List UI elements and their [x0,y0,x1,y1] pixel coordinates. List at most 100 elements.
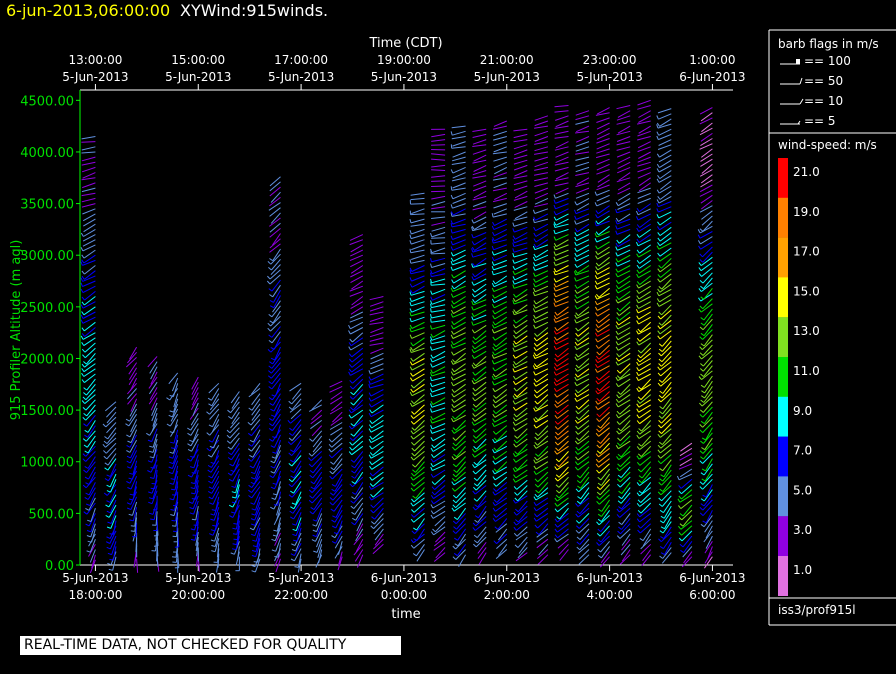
wind-barb [658,139,672,146]
wind-barb [82,275,96,282]
wind-barb [575,125,590,133]
wind-barb-flag [450,131,453,136]
wind-barb [129,408,138,422]
wind-barb-flag [700,296,705,300]
wind-barb [473,345,487,354]
wind-barb [255,527,261,542]
wind-barb-flag [370,504,374,509]
wind-barb [191,376,199,390]
wind-barb [332,468,343,480]
wind-barb [534,259,549,267]
wind-barb [577,337,590,346]
wind-barb-flag [660,474,665,478]
wind-barb-flag [617,391,621,395]
wind-barb-flag [471,300,474,305]
wind-barb-flag [269,475,274,479]
wind-barb [151,428,158,442]
wind-barb-flag [615,268,619,273]
wind-barb-flag [494,526,499,530]
wind-barb-flag [636,376,639,381]
wind-barb [620,492,631,504]
wind-barb [351,352,364,363]
wind-barb [536,502,549,512]
wind-barb [640,347,652,359]
wind-barb [105,416,117,428]
wind-barb [536,337,549,347]
wind-barb [432,469,446,478]
wind-barb [682,504,693,517]
wind-barb [658,211,672,219]
wind-barb-flag [514,451,518,455]
wind-barb-flag [699,429,704,433]
wind-barb-flag [451,487,456,492]
wind-barb-flag [659,478,664,482]
wind-barb [660,454,672,465]
wind-barb [455,513,466,525]
wind-barb [173,429,179,444]
wind-barb [658,113,672,120]
wind-barb [431,153,446,156]
wind-barb-flag [615,445,619,449]
wind-barb-flag [410,518,415,523]
wind-barb [251,439,261,452]
wind-barb [598,535,610,546]
wind-barb [88,471,96,485]
wind-barb [641,420,652,432]
wind-barb-flag [635,216,639,221]
wind-barb [662,521,672,534]
wind-barb-flag [575,337,579,342]
wind-barb [472,175,487,179]
wind-barb-flag [658,322,663,326]
wind-barb [534,290,549,297]
wind-barb-flag [678,490,682,495]
wind-barb-flag [349,358,353,363]
wind-barb [559,549,569,561]
wind-barb [334,479,343,492]
wind-barb [536,549,549,559]
wind-barb-flag [575,529,580,534]
wind-barb-flag [513,387,517,392]
wind-barb [154,454,158,469]
wind-barb [453,502,466,512]
wind-barb [293,460,302,473]
wind-barb-flag [411,452,415,457]
wind-barb-flag [430,336,433,341]
speed-color-label: 5.0 [793,483,812,497]
wind-barb [557,528,569,539]
wind-barb [575,192,590,199]
wind-barb [661,314,672,326]
wind-barb [662,381,672,394]
wind-barb-flag [513,309,517,314]
wind-barb-flag [312,534,317,538]
wind-barb-flag [149,450,154,453]
wind-barb-flag [268,313,273,318]
wind-barb [580,487,590,500]
wind-barb-flag [454,543,459,547]
wind-barb [334,510,343,523]
wind-barb-flag [659,555,664,559]
wind-barb-flag [574,289,578,294]
wind-barb-flag [270,445,275,448]
wind-barb [338,551,343,566]
wind-barb [276,470,281,485]
wind-barb-flag [595,231,599,236]
wind-barb [518,510,528,523]
speed-color-label: 13.0 [793,324,820,338]
wind-barb [660,376,672,387]
wind-barb-flag [533,424,537,429]
wind-barb [414,456,425,468]
wind-barb-flag [575,437,580,441]
wind-barb [515,324,528,335]
wind-barb [555,368,569,376]
wind-barb-flag [80,288,84,293]
wind-barb-flag [82,453,87,457]
wind-barb-flag [410,476,414,481]
wind-barb [703,287,713,300]
wind-barb-flag [471,348,475,353]
wind-barb [431,221,446,226]
wind-barb-flag [554,441,559,446]
wind-barb [517,443,528,455]
wind-barb [211,444,220,458]
wind-barb [703,530,713,543]
wind-barb [330,416,343,426]
